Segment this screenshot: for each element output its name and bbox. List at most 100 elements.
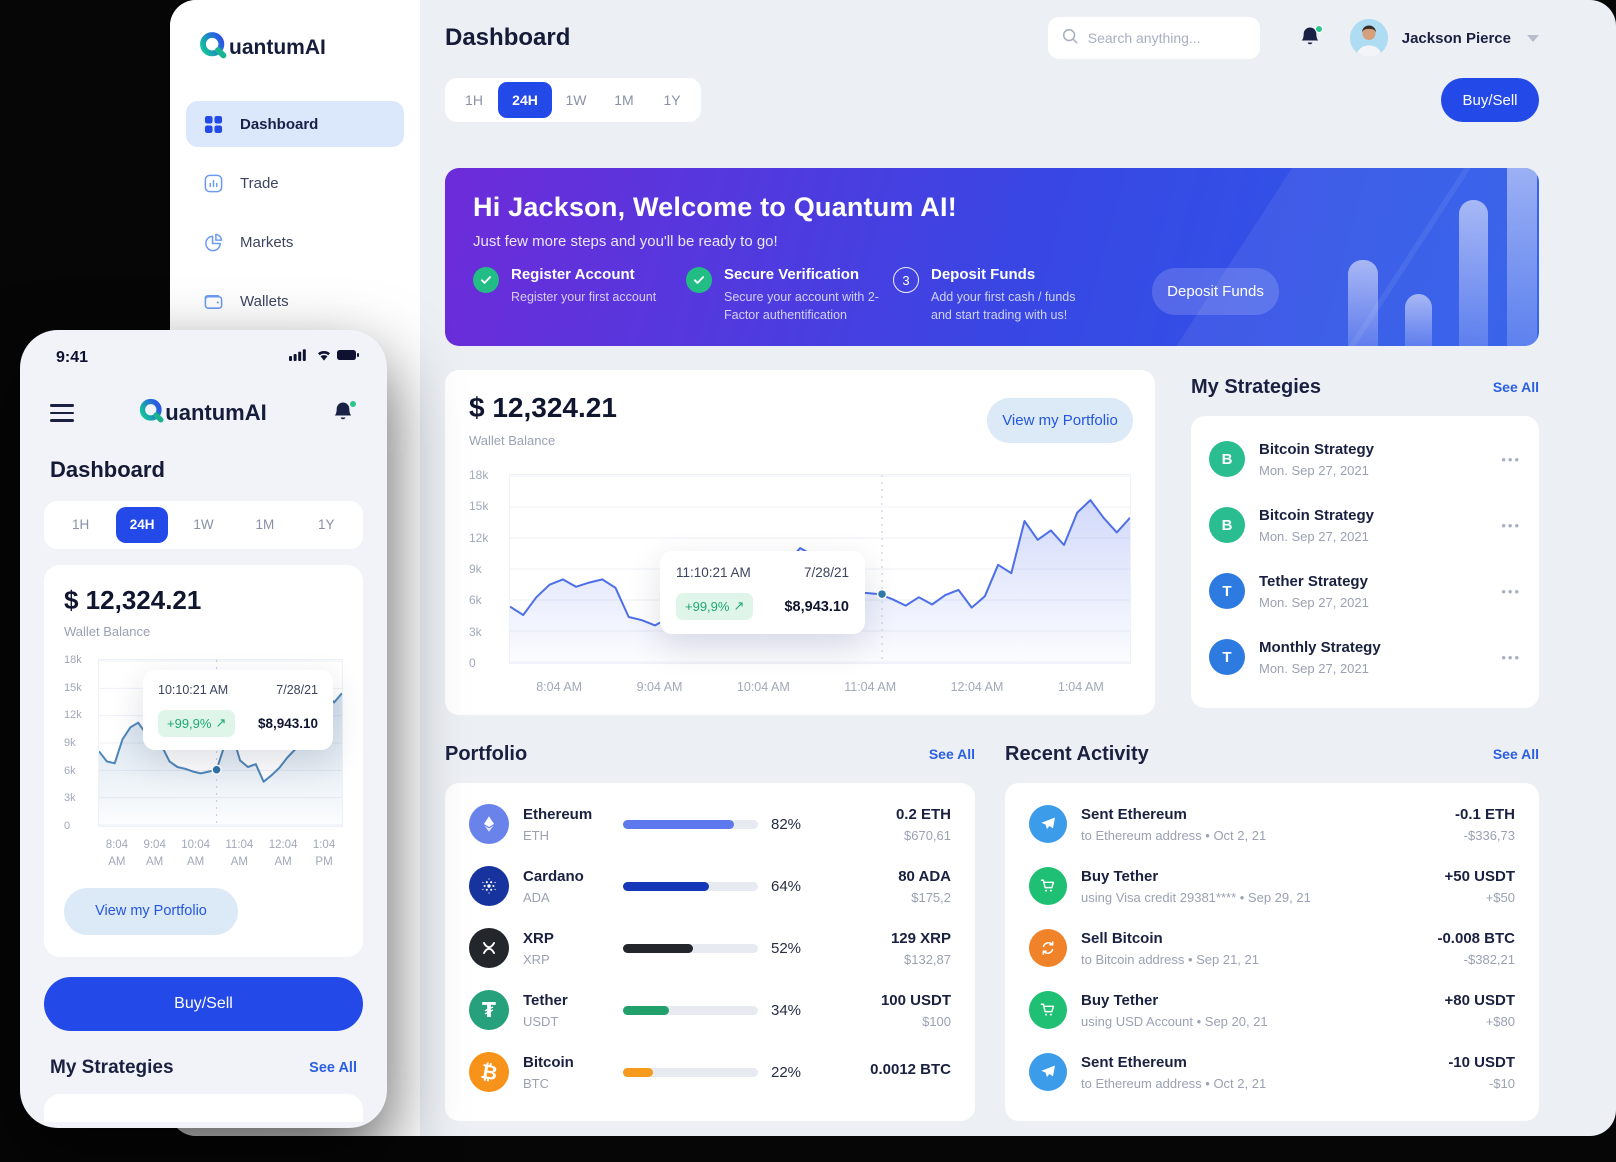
tab-24h[interactable]: 24H (116, 507, 169, 543)
wallet-balance-card: $ 12,324.21 Wallet Balance 18k 15k 12k 9k 6k… (44, 565, 363, 957)
tab-1m[interactable]: 1M (255, 517, 275, 532)
sidebar-item-markets[interactable]: Markets (186, 219, 404, 265)
onboarding-steps: Register Account Register your first acc… (473, 266, 1511, 324)
coin-usd: $670,61 (904, 827, 951, 843)
page-title: Dashboard (445, 24, 571, 51)
tab-1m[interactable]: 1M (614, 92, 634, 108)
see-all-link[interactable]: See All (309, 1060, 357, 1076)
notification-dot (1314, 25, 1323, 33)
status-bar: 9:41 (20, 330, 387, 367)
swap-icon (1029, 929, 1067, 967)
wallet-balance-value: $ 12,324.21 (64, 585, 202, 615)
tab-1w[interactable]: 1W (193, 517, 214, 532)
notification-bell-button[interactable] (1298, 25, 1324, 51)
view-portfolio-button[interactable]: View my Portfolio (64, 887, 238, 935)
strategy-list-item[interactable]: B Bitcoin Strategy Mon. Sep 27, 2021 ••• (1209, 492, 1521, 558)
coin-name: XRP (523, 929, 554, 947)
tooltip-date: 7/28/21 (276, 683, 318, 697)
tab-24h[interactable]: 24H (498, 82, 552, 118)
top-bar: Dashboard Jackson Pier (445, 14, 1539, 62)
tooltip-date: 7/28/21 (803, 565, 849, 580)
menu-icon[interactable] (50, 404, 74, 422)
recent-activity-title: Recent Activity (1005, 742, 1149, 765)
notification-bell-button[interactable] (331, 400, 357, 426)
activity-value: -10 USDT (1448, 1053, 1515, 1071)
more-options-icon[interactable]: ••• (1501, 517, 1521, 533)
more-options-icon[interactable]: ••• (1501, 451, 1521, 467)
see-all-link[interactable]: See All (1492, 746, 1539, 762)
activity-title: Sent Ethereum (1081, 1053, 1187, 1071)
banner-subtitle: Just few more steps and you'll be ready … (473, 233, 778, 250)
step-deposit-funds: 3 Deposit Funds Add your first cash / fu… (893, 266, 1143, 324)
brand-wordmark: uantumAI (165, 400, 267, 425)
activity-usd: -$10 (1488, 1075, 1515, 1091)
tab-1y[interactable]: 1Y (317, 517, 335, 532)
activity-row: Sent Ethereum to Ethereum address • Oct 2… (1029, 793, 1515, 855)
strategy-name: Tether Strategy (1259, 572, 1368, 590)
tab-1h[interactable]: 1H (72, 517, 90, 532)
strategy-list-item[interactable]: T Tether Strategy Mon. Sep 27, 2021 ••• (1209, 558, 1521, 624)
page-title: Dashboard (50, 457, 165, 482)
desktop-app-window: uantumAI Dashboard Trade (170, 0, 1616, 1136)
buy-sell-button[interactable]: Buy/Sell (44, 977, 363, 1031)
coin-amount: 0.0012 BTC (870, 1061, 951, 1078)
coin-symbol: XRP (523, 951, 550, 967)
time-range-tabs: 1H 24H 1W 1M 1Y (445, 78, 701, 122)
chart-plot-area[interactable]: 10:10:21 AM 7/28/21 +99,9% ↗ $8,943.10 (98, 659, 343, 827)
wallet-balance-label: Wallet Balance (64, 624, 151, 639)
coin-usd: $100 (922, 1013, 951, 1029)
strategy-date: Mon. Sep 27, 2021 (1259, 462, 1369, 478)
sidebar-item-wallets[interactable]: Wallets (186, 278, 404, 324)
sidebar-item-dashboard[interactable]: Dashboard (186, 101, 404, 147)
brand-wordmark: uantumAI (229, 35, 326, 59)
sidebar-item-trade[interactable]: Trade (186, 160, 404, 206)
bar-chart-icon (202, 172, 224, 194)
see-all-link[interactable]: See All (928, 746, 975, 762)
more-options-icon[interactable]: ••• (1501, 649, 1521, 665)
more-options-icon[interactable]: ••• (1501, 583, 1521, 599)
search-input[interactable] (1087, 30, 1247, 46)
tab-1h[interactable]: 1H (465, 92, 483, 108)
see-all-link[interactable]: See All (1492, 379, 1539, 395)
buy-sell-button[interactable]: Buy/Sell (1441, 78, 1539, 122)
deposit-funds-button[interactable]: Deposit Funds (1152, 268, 1279, 315)
strategy-avatar: T (1209, 573, 1245, 609)
step-title: Register Account (511, 266, 635, 283)
wallet-balance-value: $ 12,324.21 (469, 392, 617, 423)
app-logo: uantumAI (138, 397, 267, 429)
check-circle-icon (686, 267, 712, 293)
coin-symbol: ETH (523, 827, 549, 843)
strategy-name: Bitcoin Strategy (1259, 506, 1375, 524)
main-content: Dashboard Jackson Pier (420, 0, 1616, 1136)
activity-usd: -$382,21 (1463, 951, 1515, 967)
allocation-percent: 22% (771, 1063, 802, 1081)
chevron-down-icon[interactable] (1527, 34, 1539, 42)
tab-1y[interactable]: 1Y (663, 92, 681, 108)
activity-sub: to Bitcoin address • Sep 21, 21 (1081, 951, 1259, 967)
activity-title: Sell Bitcoin (1081, 929, 1163, 947)
logo-q-icon (198, 30, 228, 65)
view-portfolio-button[interactable]: View my Portfolio (987, 398, 1133, 443)
strategy-list-item[interactable]: T Monthly Strategy Mon. Sep 27, 2021 ••• (1209, 624, 1521, 690)
app-logo: uantumAI (186, 30, 404, 65)
trend-up-icon: ↗ (215, 716, 227, 731)
tooltip-amount: $8,943.10 (784, 598, 849, 615)
portfolio-card: Ethereum ETH 82% 0.2 ETH $670,61 Cardano AD… (445, 783, 975, 1121)
banner-deco-bar (1405, 294, 1432, 346)
wallet-balance-card: $ 12,324.21 Wallet Balance View my Portf… (445, 370, 1155, 715)
ethereum-icon (469, 804, 509, 844)
sidebar-nav: Dashboard Trade Markets (186, 101, 404, 324)
allocation-bar (623, 943, 758, 953)
step-desc: Add your first cash / funds and start tr… (931, 290, 1076, 322)
allocation-bar (623, 881, 758, 891)
coin-usd: $132,87 (904, 951, 951, 967)
allocation-percent: 52% (771, 939, 802, 957)
strategy-list-item[interactable]: B Bitcoin Strategy Mon. Sep 27, 2021 ••• (1209, 426, 1521, 492)
x-axis-labels: 8:04 AM 9:04 AM 10:04 AM 11:04 AM 12:04 AM 1:… (536, 680, 1104, 694)
change-badge: +99,9% ↗ (158, 710, 236, 737)
chart-plot-area[interactable]: 11:10:21 AM 7/28/21 +99,9% ↗ $8,943.10 (509, 474, 1131, 664)
activity-title: Sent Ethereum (1081, 805, 1187, 823)
toolbar-row: 1H 24H 1W 1M 1Y Buy/Sell (445, 78, 1539, 122)
tab-1w[interactable]: 1W (565, 92, 587, 108)
avatar[interactable] (1349, 19, 1388, 57)
